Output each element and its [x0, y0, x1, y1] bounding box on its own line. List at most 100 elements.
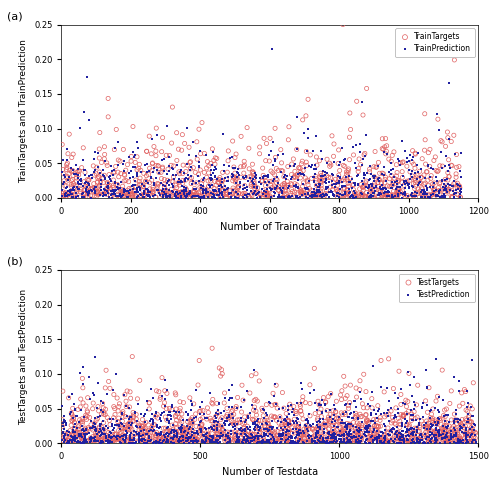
- TrainPrediction: [322, 185, 330, 193]
- TestPrediction: [70, 400, 78, 407]
- TestPrediction: [338, 419, 346, 427]
- TrainPrediction: [344, 172, 352, 180]
- TestTargets: [292, 439, 300, 447]
- TrainPrediction: [156, 191, 164, 199]
- TestTargets: [174, 435, 182, 443]
- TestPrediction: [450, 419, 458, 427]
- TrainTargets: [249, 168, 257, 176]
- TrainTargets: [178, 131, 186, 139]
- TestPrediction: [206, 436, 214, 444]
- TrainTargets: [304, 186, 312, 194]
- TestTargets: [464, 426, 471, 433]
- TrainPrediction: [218, 179, 226, 186]
- TestPrediction: [396, 433, 404, 441]
- TrainPrediction: [145, 167, 153, 175]
- TrainPrediction: [435, 125, 443, 133]
- TrainTargets: [266, 157, 274, 165]
- TrainPrediction: [304, 190, 312, 198]
- TrainPrediction: [198, 193, 205, 201]
- TestTargets: [298, 429, 306, 437]
- TestPrediction: [161, 402, 169, 409]
- TestPrediction: [295, 438, 303, 446]
- TestTargets: [252, 418, 260, 426]
- TrainPrediction: [177, 192, 185, 200]
- TrainPrediction: [312, 181, 320, 188]
- TestTargets: [440, 432, 448, 440]
- TestPrediction: [250, 420, 258, 428]
- TrainTargets: [174, 192, 182, 200]
- TestTargets: [156, 434, 164, 442]
- TestPrediction: [462, 435, 469, 443]
- TestTargets: [422, 423, 430, 431]
- TestPrediction: [366, 433, 374, 441]
- TestTargets: [254, 436, 262, 444]
- TestPrediction: [75, 430, 83, 438]
- TestPrediction: [314, 427, 322, 435]
- TestPrediction: [414, 439, 422, 447]
- TestPrediction: [336, 438, 344, 446]
- TestTargets: [341, 434, 349, 442]
- TrainPrediction: [408, 183, 416, 190]
- TestPrediction: [378, 410, 386, 418]
- TestPrediction: [182, 434, 190, 442]
- TestTargets: [187, 422, 195, 430]
- TestPrediction: [355, 437, 363, 445]
- TestTargets: [101, 434, 109, 442]
- TestPrediction: [292, 439, 300, 447]
- TestTargets: [158, 429, 166, 437]
- TrainTargets: [294, 170, 302, 178]
- TestPrediction: [450, 431, 458, 439]
- TestTargets: [118, 436, 126, 444]
- TrainTargets: [136, 193, 144, 201]
- TrainTargets: [354, 190, 362, 198]
- TestTargets: [469, 430, 477, 438]
- TrainTargets: [229, 189, 237, 197]
- TestPrediction: [58, 436, 66, 444]
- TestTargets: [316, 427, 324, 435]
- TrainPrediction: [404, 182, 411, 189]
- TestTargets: [146, 438, 154, 446]
- TestPrediction: [394, 394, 402, 402]
- TrainPrediction: [78, 191, 86, 199]
- TestTargets: [274, 427, 282, 435]
- TestPrediction: [417, 436, 425, 444]
- TestTargets: [174, 431, 182, 439]
- TestPrediction: [279, 431, 287, 439]
- TestTargets: [353, 432, 361, 440]
- TrainPrediction: [100, 172, 108, 180]
- TestPrediction: [426, 428, 434, 436]
- TestPrediction: [106, 428, 114, 436]
- TestPrediction: [222, 417, 230, 425]
- TrainTargets: [62, 193, 70, 201]
- TrainPrediction: [438, 193, 446, 201]
- TestTargets: [374, 402, 382, 409]
- TrainPrediction: [186, 189, 194, 197]
- TrainPrediction: [217, 189, 225, 197]
- TestPrediction: [258, 421, 266, 428]
- TrainTargets: [174, 188, 182, 196]
- TrainPrediction: [112, 179, 120, 186]
- X-axis label: Number of Traindata: Number of Traindata: [220, 222, 320, 231]
- TrainTargets: [190, 164, 198, 172]
- TestTargets: [155, 388, 163, 396]
- TrainTargets: [430, 194, 438, 202]
- TrainPrediction: [249, 190, 257, 198]
- TestTargets: [235, 428, 243, 436]
- TrainTargets: [386, 190, 394, 198]
- TestPrediction: [126, 413, 134, 421]
- TestTargets: [212, 421, 220, 428]
- TrainPrediction: [174, 190, 182, 198]
- TestTargets: [346, 420, 354, 428]
- TrainTargets: [68, 183, 76, 191]
- TrainTargets: [344, 165, 352, 173]
- TestTargets: [360, 404, 368, 412]
- TestTargets: [370, 416, 378, 424]
- TestPrediction: [384, 406, 392, 414]
- TrainPrediction: [224, 184, 232, 192]
- TestPrediction: [149, 394, 157, 402]
- TrainTargets: [232, 150, 240, 158]
- TestPrediction: [324, 429, 332, 437]
- TestTargets: [96, 423, 104, 431]
- TestPrediction: [314, 429, 322, 437]
- TestTargets: [371, 438, 379, 446]
